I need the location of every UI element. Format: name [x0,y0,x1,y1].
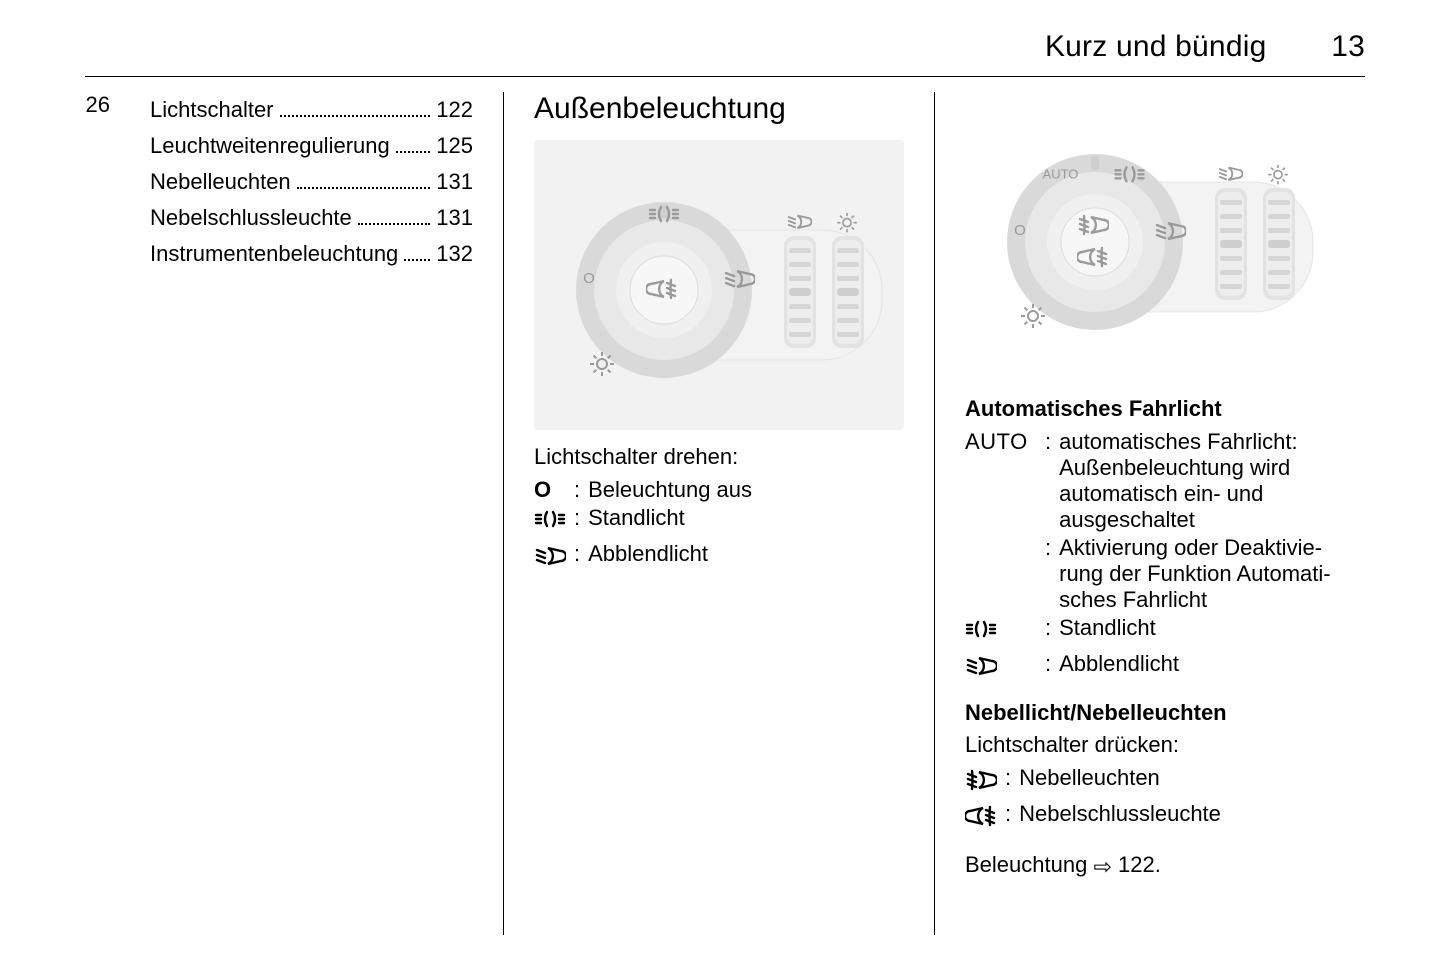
toc-line: Lichtschalter 122 [150,92,473,128]
toc-page: 131 [436,200,473,236]
cross-reference: Beleuchtung ⇨ 122. [965,852,1335,878]
toc-page: 122 [436,92,473,128]
symbol [534,540,574,576]
colon: : [1005,764,1019,800]
svg-text:O: O [1014,222,1026,239]
toc-label: Instrumentenbeleuchtung [150,236,398,272]
right-push-list: :Nebelleuchten:Nebelschlussleuchte [965,764,1221,836]
toc-line: Nebelleuchten 131 [150,164,473,200]
page-number: 13 [1275,30,1365,64]
colon: : [1045,650,1059,686]
list-item: :Standlicht [534,504,752,540]
cross-reference-text: Beleuchtung ⇨ 122. [965,852,1161,877]
description: Aktivierung oder Deaktivie­rung der Funk… [1059,534,1335,614]
list-item: O:Beleuchtung aus [534,476,752,504]
toc-label: Nebelschlussleuchte [150,200,352,236]
toc-line: Nebelschlussleuchte 131 [150,200,473,236]
description: Abblendlicht [1059,650,1335,686]
toc-label: Lichtschalter [150,92,274,128]
colon: : [1005,800,1019,836]
light-switch-figure-basic: O [534,140,904,430]
push-intro: Lichtschalter drücken: [965,732,1335,758]
description: automatisches Fahrlicht: Außenbeleuchtun… [1059,428,1335,534]
colon: : [574,476,588,504]
toc-label: Leuchtweitenregulierung [150,128,390,164]
toc-dots [396,131,431,153]
symbol: AUTO [965,428,1045,534]
symbol [965,614,1045,650]
center-title: Außenbeleuchtung [534,92,904,126]
toc-page: 125 [436,128,473,164]
symbol [965,764,1005,800]
toc-line: Leuchtweitenregulierung 125 [150,128,473,164]
right-subtitle-1: Automatisches Fahrlicht [965,396,1335,422]
description: Nebelschlussleuchte [1019,800,1221,836]
list-item: :Abblendlicht [965,650,1335,686]
description: Beleuchtung aus [588,476,752,504]
symbol [965,534,1045,614]
col-left: 26 Lichtschalter122Leuchtweitenregulieru… [85,92,503,935]
section-title: Kurz und bündig [1045,30,1267,63]
symbol: O [534,476,574,504]
list-item: :Nebelleuchten [965,764,1221,800]
colon: : [1045,428,1059,534]
running-head: Kurz und bündig 13 [1045,30,1365,64]
list-item: :Abblendlicht [534,540,752,576]
list-item: :Standlicht [965,614,1335,650]
light-switch-figure-auto: O AUTO [965,92,1335,382]
col-right: OAUTO Automatisches Fahrlicht AUTO:autom… [934,92,1365,935]
toc-dots [404,239,430,261]
toc-page: 131 [436,164,473,200]
symbol [965,800,1005,836]
toc-dots [280,95,431,117]
colon: : [574,504,588,540]
svg-text:O: O [583,270,595,287]
symbol [965,650,1045,686]
description: Standlicht [588,504,752,540]
colon: : [574,540,588,576]
toc-body: Lichtschalter 122 Leuchtweitenregulierung 1… [150,92,473,272]
description: Nebelleuchten [1019,764,1221,800]
svg-text:AUTO: AUTO [1043,166,1079,181]
colon: : [1045,534,1059,614]
columns: 26 Lichtschalter122Leuchtweitenregulieru… [85,92,1365,935]
symbol [534,504,574,540]
right-subtitle-2: Nebellicht/Nebelleuchten [965,700,1335,726]
right-auto-list: AUTO:automatisches Fahrlicht: Außenbeleu… [965,428,1335,686]
toc-dots [297,167,431,189]
description: Standlicht [1059,614,1335,650]
description: Abblendlicht [588,540,752,576]
toc-label: Nebelleuchten [150,164,291,200]
center-list: O:Beleuchtung aus:Standlicht:Abblendlich… [534,476,752,576]
list-item: :Nebelschlussleuchte [965,800,1221,836]
page-root: Kurz und bündig 13 26 Lichtschalter122Le… [0,0,1445,965]
col-center: Außenbeleuchtung O Lichtschalter drehen:… [503,92,934,935]
center-intro: Lichtschalter drehen: [534,444,904,470]
toc-page: 132 [436,236,473,272]
list-item: AUTO:automatisches Fahrlicht: Außenbeleu… [965,428,1335,534]
toc-line: Instrumentenbeleuchtung 132 [150,236,473,272]
colon: : [1045,614,1059,650]
list-item: :Aktivierung oder Deaktivie­rung der Fun… [965,534,1335,614]
toc-dots [358,203,431,225]
toc-index: 26 [80,92,110,118]
header-rule [85,76,1365,77]
